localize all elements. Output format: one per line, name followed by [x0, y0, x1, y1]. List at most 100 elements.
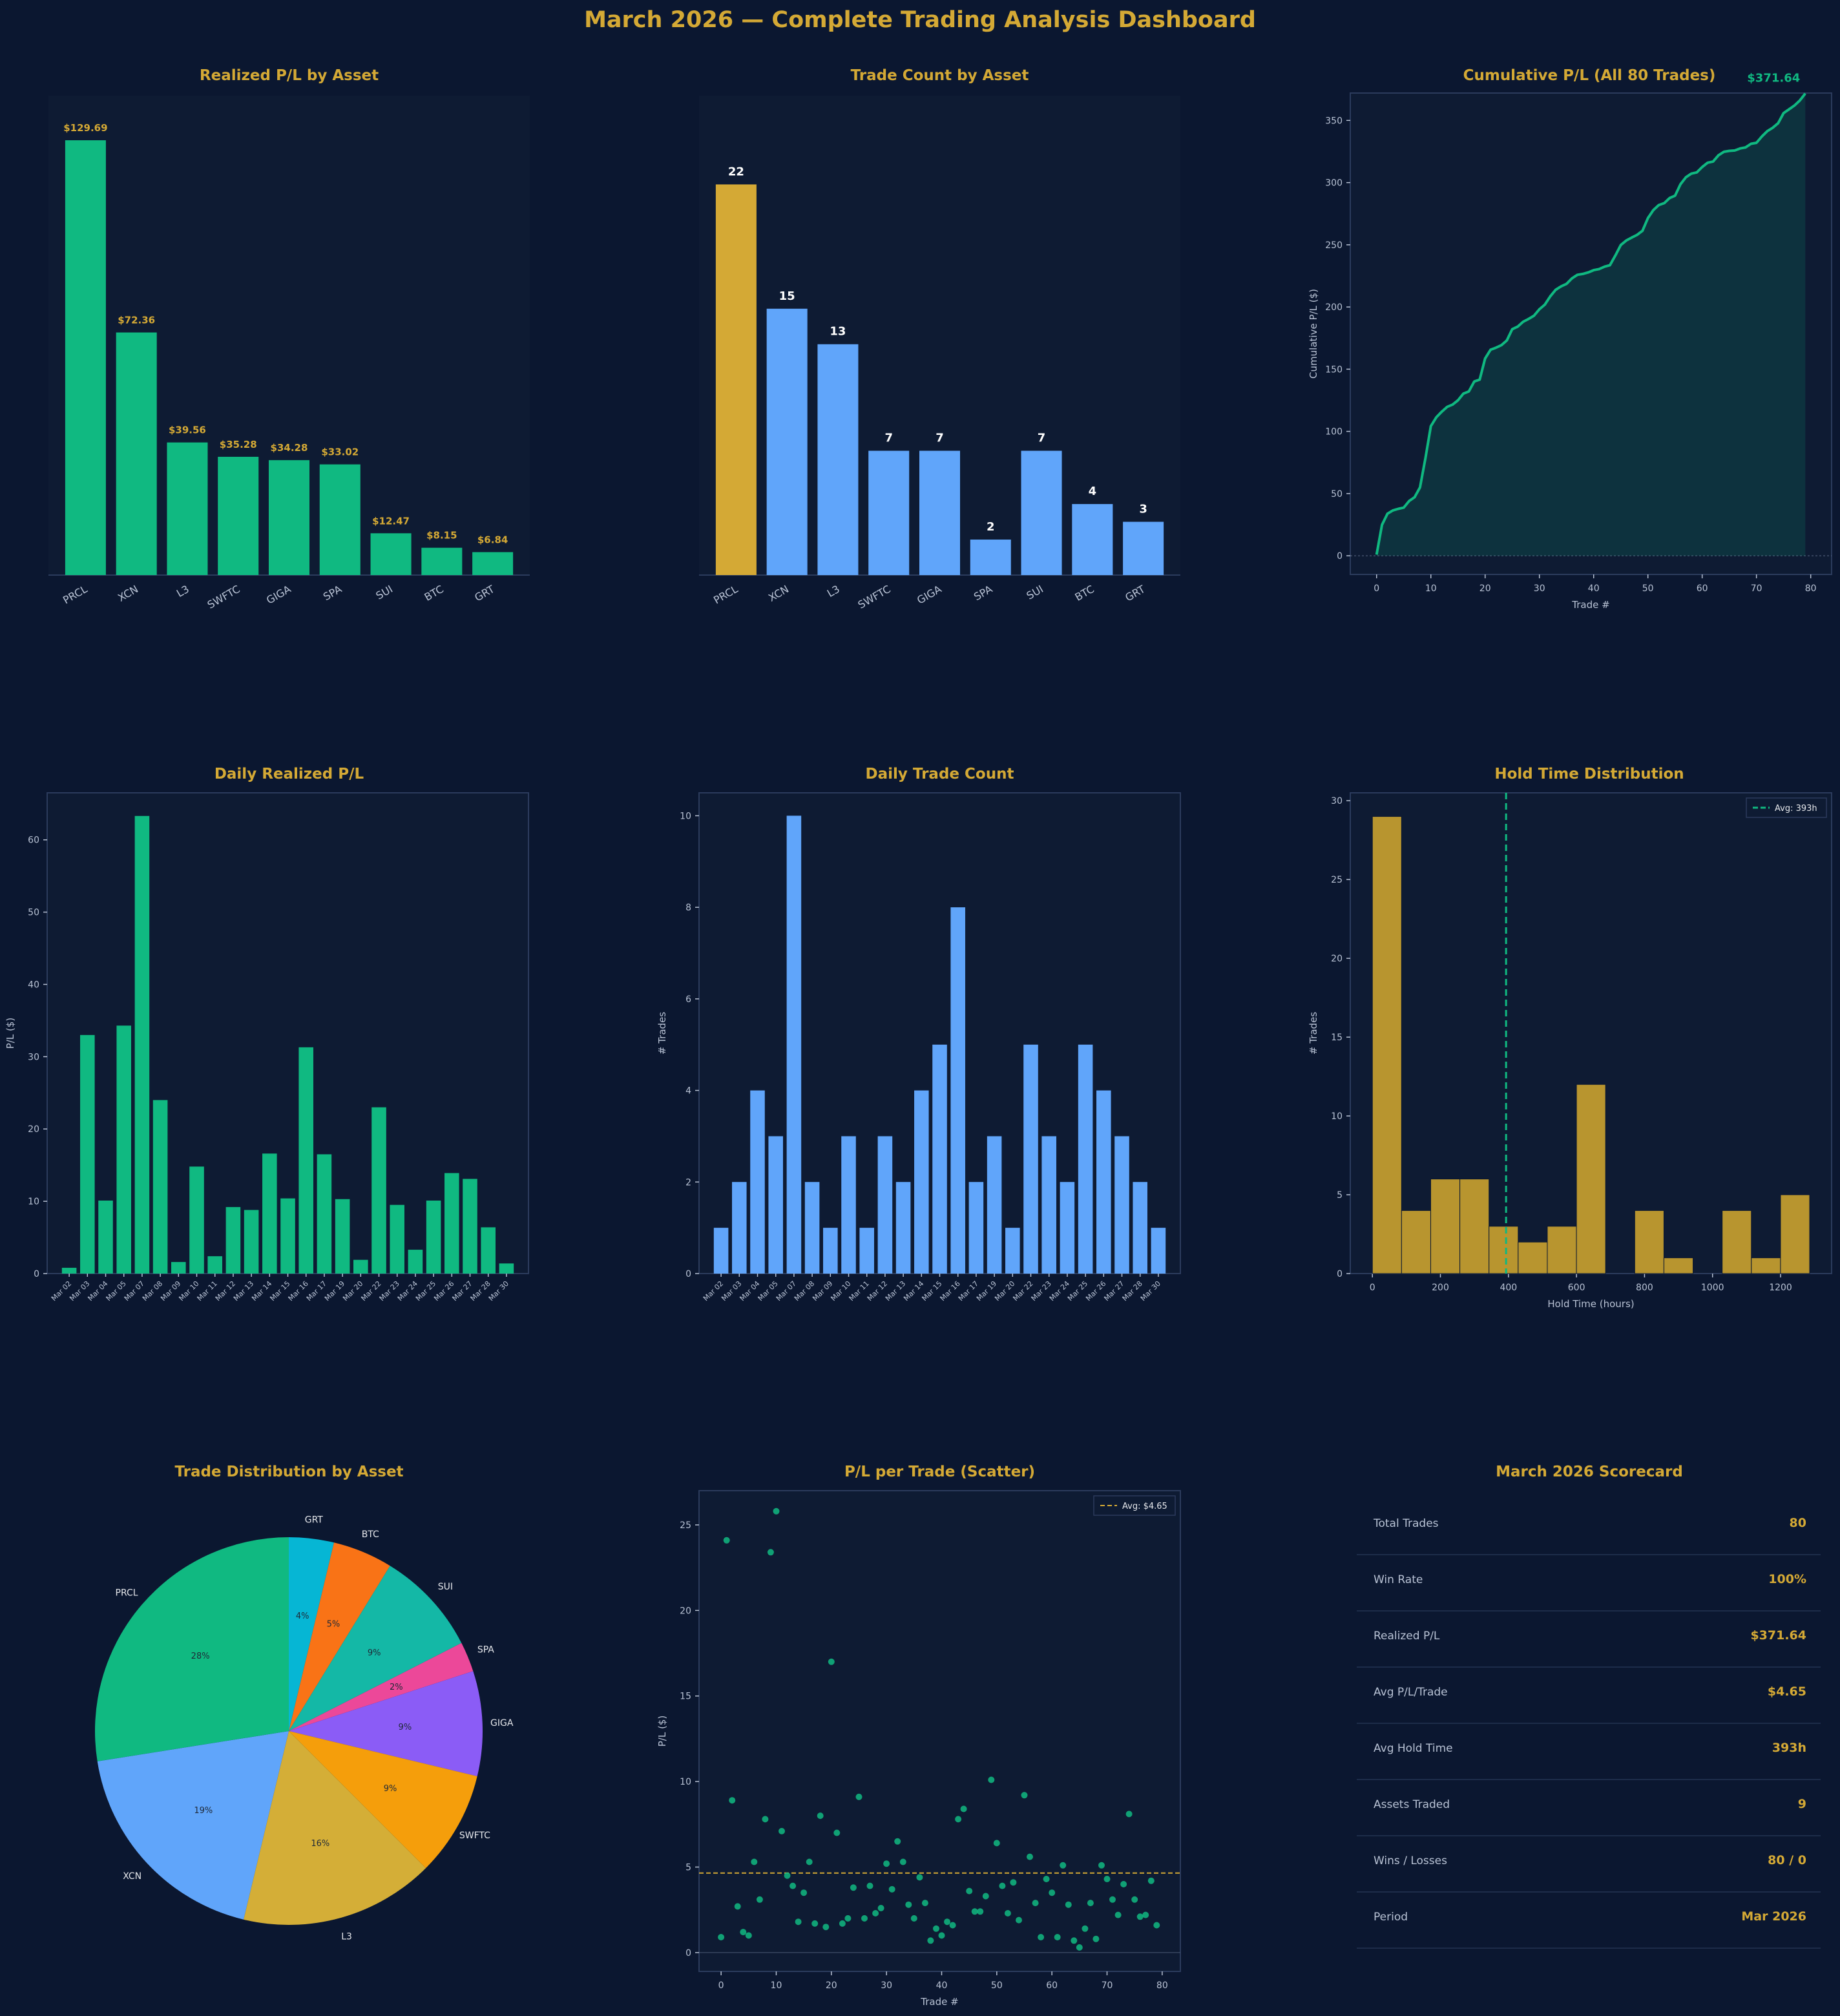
bar — [298, 1047, 313, 1274]
scatter-point — [1082, 1925, 1089, 1932]
bar — [134, 815, 150, 1274]
bar — [171, 1262, 186, 1274]
y-tick-label: 2 — [685, 1177, 691, 1188]
x-axis-label: Hold Time (hours) — [1547, 1298, 1634, 1310]
x-tick-label: 40 — [936, 1980, 948, 1991]
bar — [1060, 1182, 1075, 1274]
scatter-point — [1071, 1937, 1078, 1944]
x-tick-label: 1000 — [1701, 1283, 1724, 1293]
bar-xcn — [116, 332, 157, 575]
bar — [262, 1153, 277, 1274]
y-tick-label: 10 — [680, 1777, 691, 1787]
bar — [877, 1136, 893, 1274]
y-tick-label: 200 — [1325, 302, 1343, 313]
y-tick-label: 40 — [28, 980, 39, 990]
scorecard-label: Avg Hold Time — [1374, 1742, 1453, 1755]
scatter-point — [1043, 1876, 1050, 1882]
scorecard-value: Mar 2026 — [1741, 1909, 1806, 1924]
pie-percent-label: 28% — [191, 1652, 210, 1661]
bar — [823, 1228, 838, 1274]
y-tick-label: 5 — [685, 1862, 691, 1873]
bar — [1114, 1136, 1129, 1274]
trade-count-by-asset-chart: 22 PRCL 15 XCN 13 L3 7 SWFTC 7 GIGA 2 SPA 7 SUI 4 BTC 3 G… — [699, 96, 1180, 611]
scatter-point — [839, 1920, 846, 1927]
scorecard-value: $371.64 — [1750, 1628, 1806, 1643]
cumulative-line — [1375, 92, 1806, 555]
final-value-label: $371.64 — [1747, 72, 1800, 85]
bar-giga — [268, 460, 310, 575]
bar — [804, 1182, 820, 1274]
x-tick-label: BTC — [1073, 583, 1096, 604]
y-axis-label: # Trades — [1308, 1012, 1319, 1055]
y-axis-label: P/L ($) — [656, 1716, 668, 1747]
scatter-point — [718, 1934, 725, 1940]
bar — [1096, 1090, 1111, 1274]
y-axis-label: P/L ($) — [5, 1018, 16, 1049]
bar-xcn — [766, 308, 808, 575]
data-label: 7 — [936, 432, 944, 445]
scatter-point — [745, 1932, 752, 1939]
y-tick-label: 350 — [1325, 116, 1343, 126]
histogram-bar — [1547, 1226, 1577, 1274]
bar-giga — [919, 450, 961, 575]
x-tick-label: 40 — [1588, 583, 1600, 594]
bar — [371, 1107, 386, 1274]
y-tick-label: 25 — [680, 1520, 691, 1531]
bar — [1005, 1228, 1020, 1274]
x-tick-label: GIGA — [264, 583, 293, 607]
data-label: $8.15 — [426, 530, 457, 541]
bar-sui — [370, 533, 412, 575]
bar — [116, 1025, 131, 1274]
data-label: $35.28 — [220, 439, 257, 450]
pl-per-trade-scatter-chart: 0 5 10 15 20 25 0 10 20 30 40 50 60 70 80 Trade # P/L ($… — [656, 1490, 1181, 2008]
scorecard-row: Win Rate 100% — [1357, 1555, 1821, 1612]
pie-category-label: GIGA — [490, 1718, 514, 1728]
chart-title-daily-pl: Daily Realized P/L — [214, 766, 364, 782]
bar — [987, 1136, 1002, 1274]
y-tick-label: 30 — [1331, 796, 1343, 806]
scorecard-row: Wins / Losses 80 / 0 — [1357, 1836, 1821, 1893]
bar-swftc — [868, 450, 910, 575]
data-label: 2 — [987, 520, 995, 534]
scatter-point — [916, 1874, 923, 1881]
scatter-point — [1153, 1922, 1160, 1929]
bar-grt — [1123, 521, 1164, 575]
bar — [98, 1201, 113, 1274]
bar — [950, 907, 965, 1274]
scorecard-row: Assets Traded 9 — [1357, 1780, 1821, 1836]
x-tick-label: 30 — [1534, 583, 1545, 594]
bar — [189, 1166, 204, 1274]
chart-title-cumulative: Cumulative P/L (All 80 Trades) — [1463, 67, 1716, 84]
scatter-point — [1021, 1792, 1028, 1799]
x-tick-label: XCN — [116, 583, 140, 604]
bar — [732, 1182, 747, 1274]
scatter-point — [773, 1507, 780, 1515]
pie-slice-xcn — [97, 1731, 289, 1920]
scatter-point — [971, 1908, 978, 1915]
scatter-point — [1092, 1935, 1100, 1942]
bar-spa — [319, 464, 361, 575]
scatter-point — [1016, 1916, 1022, 1924]
bar-prcl — [715, 184, 757, 575]
bar-l3 — [817, 344, 859, 575]
scorecard-title: March 2026 Scorecard — [1496, 1464, 1683, 1480]
scatter-point — [789, 1882, 797, 1889]
scatter-point — [933, 1925, 939, 1932]
x-tick-label: 30 — [881, 1980, 892, 1991]
histogram-bar — [1751, 1257, 1781, 1274]
cumulative-area — [1376, 93, 1806, 556]
scatter-point — [894, 1838, 901, 1845]
scorecard-row: Period Mar 2026 — [1357, 1893, 1821, 1949]
x-tick-label: 60 — [1697, 583, 1708, 594]
scatter-point — [855, 1793, 862, 1800]
scatter-point — [795, 1918, 802, 1926]
data-label: $33.02 — [321, 446, 359, 458]
x-tick-label: Mar 30 — [1139, 1279, 1162, 1303]
scatter-point — [861, 1915, 868, 1922]
x-axis-label: Trade # — [1571, 599, 1609, 611]
bar — [244, 1210, 259, 1274]
data-label: $34.28 — [271, 442, 308, 454]
pie-percent-label: 4% — [296, 1612, 309, 1621]
x-tick-label: SUI — [374, 583, 395, 602]
